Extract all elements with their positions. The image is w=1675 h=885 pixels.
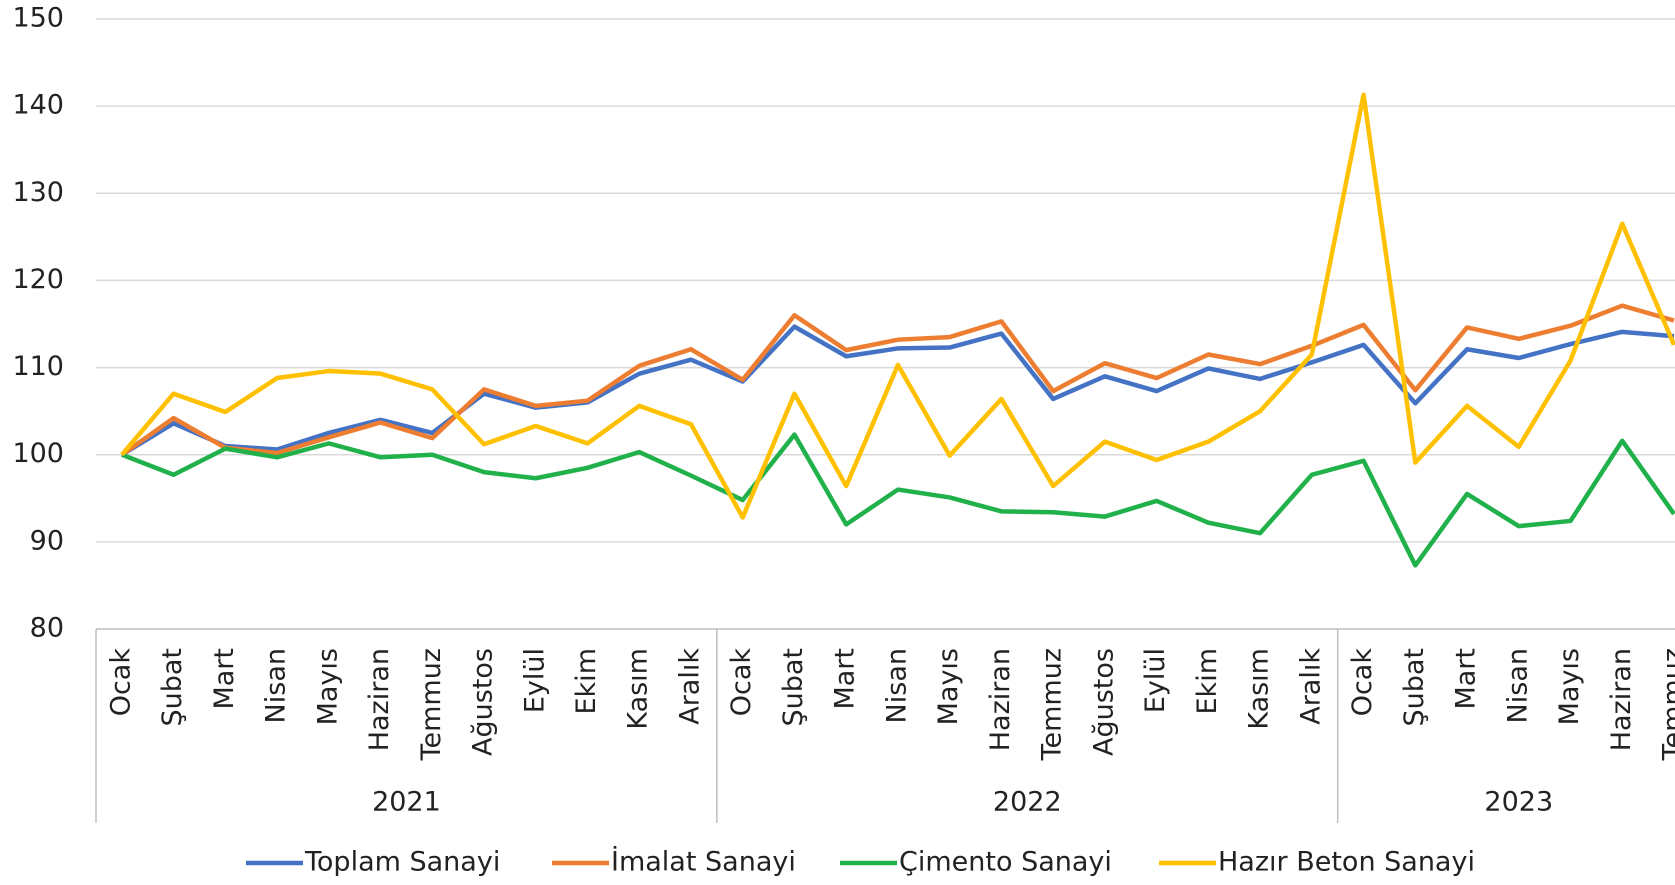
y-tick-label: 80 <box>30 613 64 644</box>
group-label: 2022 <box>993 787 1062 818</box>
x-tick-label: Nisan <box>1502 648 1533 723</box>
x-tick-label: Ağustos <box>468 648 499 756</box>
x-tick-label: Temmuz <box>1037 648 1068 761</box>
legend-label: Toplam Sanayi <box>304 847 500 878</box>
y-tick-label: 120 <box>12 264 64 295</box>
group-label: 2023 <box>1484 787 1553 818</box>
y-tick-label: 150 <box>12 3 64 34</box>
series-line <box>121 432 1675 568</box>
x-tick-label: Mayıs <box>933 648 964 725</box>
x-tick-label: Ocak <box>105 648 136 717</box>
series-line <box>120 303 1675 457</box>
x-tick-label: Temmuz <box>416 648 447 761</box>
x-tick-label: Nisan <box>881 648 912 723</box>
y-tick-label: 100 <box>12 438 64 469</box>
y-tick-label: 90 <box>30 525 64 556</box>
x-tick-label: Temmuz <box>1658 648 1675 761</box>
x-tick-label: Mart <box>209 648 240 710</box>
y-tick-label: 130 <box>12 177 64 208</box>
x-tick-label: Mayıs <box>1554 648 1585 725</box>
legend-label: İmalat Sanayi <box>611 846 796 878</box>
group-label: 2021 <box>372 787 441 818</box>
series-line <box>120 92 1675 520</box>
x-tick-label: Eylül <box>1140 648 1171 713</box>
y-tick-label: 140 <box>12 90 64 121</box>
x-tick-label: Ekim <box>571 648 602 715</box>
legend-label: Çimento Sanayi <box>899 847 1112 878</box>
x-tick-label: Aralık <box>674 648 705 725</box>
x-tick-label: Mart <box>1451 648 1482 710</box>
x-tick-label: Haziran <box>985 648 1016 751</box>
x-tick-label: Ekim <box>1192 648 1223 715</box>
x-tick-label: Ocak <box>726 648 757 717</box>
x-tick-label: Ağustos <box>1088 648 1119 756</box>
x-tick-label: Haziran <box>364 648 395 751</box>
y-tick-label: 110 <box>12 351 64 382</box>
x-tick-label: Şubat <box>157 648 188 727</box>
series-line <box>120 324 1675 457</box>
x-tick-label: Eylül <box>519 648 550 713</box>
x-tick-label: Şubat <box>1399 648 1430 727</box>
x-tick-label: Aralık <box>1295 648 1326 725</box>
x-tick-label: Kasım <box>623 648 654 730</box>
x-tick-label: Şubat <box>778 648 809 727</box>
legend-label: Hazır Beton Sanayi <box>1218 847 1475 878</box>
x-tick-label: Ocak <box>1347 648 1378 717</box>
x-tick-label: Nisan <box>261 648 292 723</box>
x-tick-label: Mayıs <box>312 648 343 725</box>
x-tick-label: Mart <box>830 648 861 710</box>
x-tick-label: Kasım <box>1244 648 1275 730</box>
x-tick-label: Haziran <box>1606 648 1637 751</box>
